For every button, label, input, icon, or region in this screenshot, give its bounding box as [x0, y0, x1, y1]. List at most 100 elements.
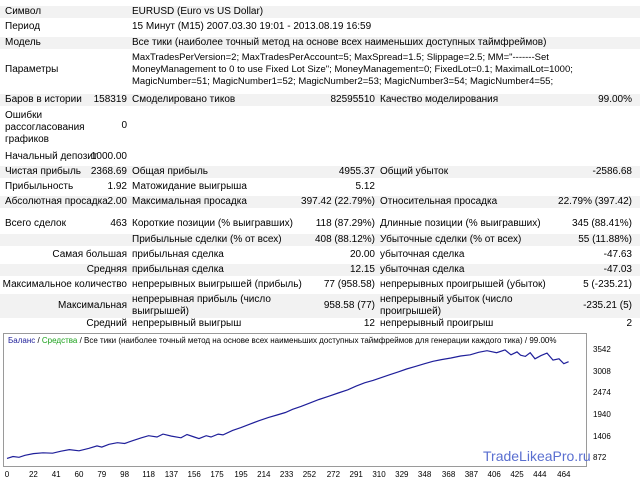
model-label: Модель — [5, 37, 41, 48]
net-profit-value: 2368.69 — [90, 166, 127, 177]
x-tick-label: 444 — [533, 470, 547, 479]
expected-payoff-label: Матожидание выигрыша — [132, 181, 247, 192]
row-largest: Самая большая прибыльная сделка 20.00 уб… — [0, 249, 640, 261]
series-line-balance — [6, 349, 569, 459]
chart-legend: Баланс / Средства / Все тики (наиболее т… — [8, 336, 556, 346]
legend-equity: Средства — [41, 336, 78, 345]
total-trades-value: 463 — [110, 218, 127, 229]
mean-profit-value: 12 — [363, 318, 375, 329]
x-tick-label: 0 — [4, 470, 10, 479]
ticks-value: 82595510 — [330, 94, 376, 105]
params-label: Параметры — [5, 64, 59, 75]
x-tick-label: 348 — [417, 470, 432, 479]
gross-profit-label: Общая прибыль — [132, 166, 209, 177]
profit-trades-value: 408 (88.12%) — [314, 234, 375, 245]
expected-payoff-value: 5.12 — [355, 181, 375, 192]
y-tick-label: 1406 — [593, 431, 611, 441]
row-profit-factor: Прибыльность 1.92 Матожидание выигрыша 5… — [0, 181, 640, 193]
largest-profit-label: прибыльная сделка — [132, 249, 224, 260]
row-net-profit: Чистая прибыль 2368.69 Общая прибыль 495… — [0, 166, 640, 178]
quality-label: Качество моделирования — [380, 94, 499, 105]
average-label: Средняя — [86, 264, 127, 275]
row-total-trades: Всего сделок 463 Короткие позиции (% выи… — [0, 218, 640, 230]
x-tick-label: 195 — [234, 470, 248, 479]
row-max-count: Максимальное количество непрерывных выиг… — [0, 279, 640, 291]
gross-profit-value: 4955.37 — [338, 166, 375, 177]
row-model: Модель Все тики (наиболее точный метод н… — [0, 37, 640, 49]
errors-label: Ошибки рассогласования графиков — [5, 110, 85, 145]
x-tick-label: 387 — [464, 470, 479, 479]
x-tick-label: 41 — [51, 470, 61, 479]
profit-trades-label: Прибыльные сделки (% от всех) — [132, 234, 282, 245]
maximal-loss-value: -235.21 (5) — [583, 300, 632, 311]
short-pos-value: 118 (87.29%) — [315, 218, 375, 229]
loss-trades-label: Убыточные сделки (% от всех) — [380, 234, 522, 245]
largest-label: Самая большая — [52, 249, 127, 260]
loss-trades-value: 55 (11.88%) — [578, 234, 632, 245]
deposit-label: Начальный депозит — [5, 151, 98, 162]
period-value: 15 Минут (M15) 2007.03.30 19:01 - 2013.0… — [132, 21, 372, 32]
row-period: Период 15 Минут (M15) 2007.03.30 19:01 -… — [0, 21, 640, 33]
model-value: Все тики (наиболее точный метод на основ… — [132, 37, 547, 48]
x-tick-label: 252 — [302, 470, 317, 479]
maximal-profit-value: 958.58 (77) — [323, 300, 375, 311]
y-tick-label: 3542 — [593, 344, 611, 354]
legend-balance: Баланс — [8, 336, 36, 345]
x-tick-label: 98 — [120, 470, 130, 479]
x-tick-label: 156 — [187, 470, 201, 479]
chart-plot-area — [3, 333, 587, 467]
quality-value: 99.00% — [598, 94, 632, 105]
report-table: Символ EURUSD (Euro vs US Dollar) Период… — [0, 6, 640, 329]
x-tick-label: 214 — [257, 470, 271, 479]
x-tick-label: 291 — [349, 470, 363, 479]
net-profit-label: Чистая прибыль — [5, 166, 81, 177]
abs-dd-value: 2.00 — [107, 196, 127, 207]
max-dd-label: Максимальная просадка — [132, 196, 247, 207]
x-tick-label: 425 — [510, 470, 524, 479]
max-count-profit-value: 77 (958.58) — [323, 279, 375, 290]
row-bars: Баров в истории 158319 Смоделировано тик… — [0, 94, 640, 106]
short-pos-label: Короткие позиции (% выигравших) — [132, 218, 293, 229]
maximal-label: Максимальная — [57, 300, 127, 311]
params-value: MaxTradesPerVersion=2; MaxTradesPerAccou… — [132, 52, 573, 87]
bars-value: 158319 — [93, 94, 127, 105]
total-trades-label: Всего сделок — [5, 218, 66, 229]
maximal-loss-label: непрерывный убыток (число проигрышей) — [380, 294, 513, 317]
profit-factor-value: 1.92 — [107, 181, 127, 192]
long-pos-label: Длинные позиции (% выигравших) — [380, 218, 541, 229]
y-tick-label: 1940 — [593, 409, 611, 419]
max-count-loss-label: непрерывных проигрышей (убыток) — [380, 279, 546, 290]
row-drawdown: Абсолютная просадка 2.00 Максимальная пр… — [0, 196, 640, 208]
x-tick-label: 464 — [557, 470, 571, 479]
max-count-label: Максимальное количество — [2, 279, 127, 290]
bars-label: Баров в истории — [5, 94, 82, 105]
row-maximal: Максимальная непрерывная прибыль (число … — [0, 294, 640, 318]
x-tick-label: 60 — [74, 470, 84, 479]
profit-factor-label: Прибыльность — [5, 181, 74, 192]
balance-chart: Баланс / Средства / Все тики (наиболее т… — [3, 333, 637, 483]
row-average: Средняя прибыльная сделка 12.15 убыточна… — [0, 264, 640, 276]
x-tick-label: 175 — [210, 470, 224, 479]
largest-loss-label: убыточная сделка — [380, 249, 465, 260]
chart-svg — [6, 349, 569, 459]
y-tick-label: 2474 — [593, 388, 611, 398]
legend-description: / Все тики (наиболее точный метод на осн… — [77, 336, 557, 345]
row-symbol: Символ EURUSD (Euro vs US Dollar) — [0, 6, 640, 18]
x-tick-label: 137 — [164, 470, 179, 479]
gross-loss-label: Общий убыток — [380, 166, 449, 177]
long-pos-value: 345 (88.41%) — [571, 218, 632, 229]
rel-dd-label: Относительная просадка — [380, 196, 498, 207]
mean-loss-value: 2 — [626, 318, 632, 329]
x-tick-label: 406 — [487, 470, 501, 479]
y-tick-label: 3008 — [593, 366, 611, 376]
average-loss-label: убыточная сделка — [380, 264, 465, 275]
errors-value: 0 — [121, 120, 127, 131]
max-dd-value: 397.42 (22.79%) — [301, 196, 375, 207]
legend-separator: / — [35, 336, 42, 345]
abs-dd-label: Абсолютная просадка — [5, 196, 108, 207]
row-profit-trades: Прибыльные сделки (% от всех) 408 (88.12… — [0, 234, 640, 246]
x-tick-label: 368 — [441, 470, 456, 479]
symbol-label: Символ — [5, 6, 42, 17]
deposit-value: 1000.00 — [90, 151, 127, 162]
largest-loss-value: -47.63 — [603, 249, 632, 260]
